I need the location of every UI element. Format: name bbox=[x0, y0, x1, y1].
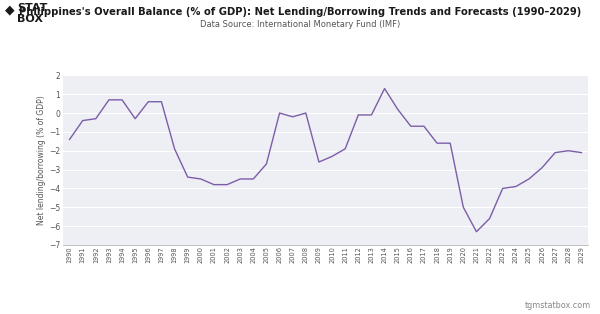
Text: Data Source: International Monetary Fund (IMF): Data Source: International Monetary Fund… bbox=[200, 20, 400, 30]
Y-axis label: Net lending/borrowing (% of GDP): Net lending/borrowing (% of GDP) bbox=[37, 95, 46, 225]
Text: STAT: STAT bbox=[17, 3, 47, 13]
Text: ◆: ◆ bbox=[5, 3, 14, 16]
Text: BOX: BOX bbox=[17, 14, 43, 24]
Text: Philippines's Overall Balance (% of GDP): Net Lending/Borrowing Trends and Forec: Philippines's Overall Balance (% of GDP)… bbox=[19, 7, 581, 17]
Text: tgmstatbox.com: tgmstatbox.com bbox=[525, 301, 591, 310]
